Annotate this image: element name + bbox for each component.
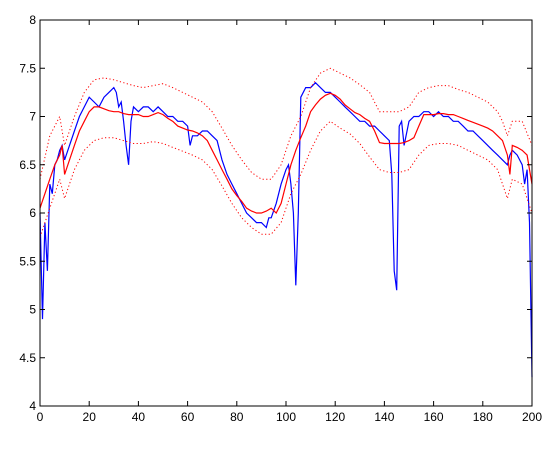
series-line-1 [39, 81, 533, 378]
x-tick-label: 20 [83, 410, 97, 424]
x-tick-label: 200 [522, 410, 542, 424]
y-tick-label: 8 [29, 13, 36, 27]
y-tick-label: 5 [29, 303, 36, 317]
x-tick-label: 80 [230, 410, 244, 424]
x-tick-label: 160 [424, 410, 444, 424]
y-tick-label: 6 [29, 206, 36, 220]
x-tick-label: 180 [473, 410, 493, 424]
y-tick-label: 6.5 [19, 158, 36, 172]
x-tick-label: 100 [276, 410, 296, 424]
series-line-4 [39, 120, 533, 238]
y-tick-label: 4 [29, 399, 36, 413]
series-line-3 [39, 67, 533, 180]
x-tick-label: 60 [181, 410, 195, 424]
x-tick-label: 120 [325, 410, 345, 424]
y-tick-label: 7 [29, 110, 36, 124]
x-tick-label: 140 [374, 410, 394, 424]
x-tick-label: 0 [37, 410, 44, 424]
y-tick-label: 4.5 [19, 351, 36, 365]
tick-layer: 0 20 40 60 80 100 120 140 160 180 200 4 4.5 5 5.5 6 6.5 7… [19, 13, 542, 424]
y-tick-label: 7.5 [19, 61, 36, 75]
x-tick-label: 40 [132, 410, 146, 424]
plot-area [40, 20, 532, 406]
series-line-2 [39, 92, 533, 214]
y-tick-label: 5.5 [19, 254, 36, 268]
series-layer [39, 67, 533, 378]
